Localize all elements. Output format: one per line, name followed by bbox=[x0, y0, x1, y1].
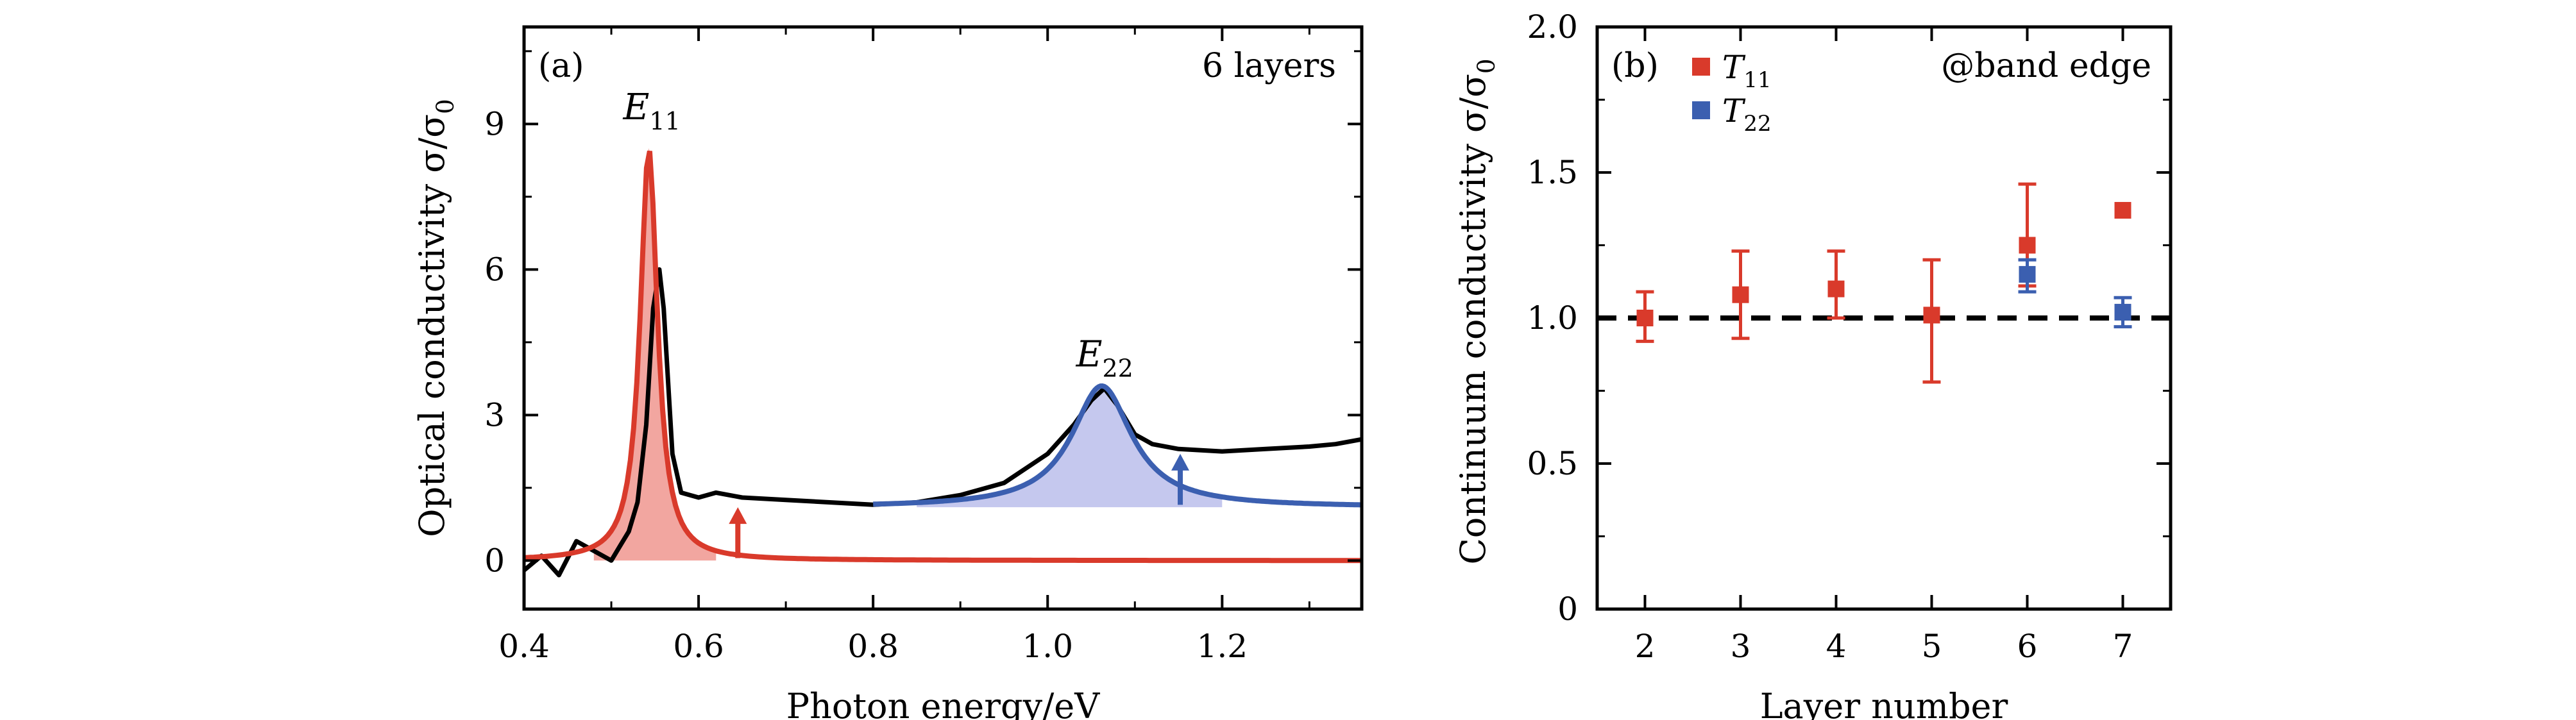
data-point-t11 bbox=[1636, 310, 1654, 326]
data-point-t11 bbox=[1732, 286, 1749, 303]
peak-label-0-base: E bbox=[623, 87, 650, 128]
e11-fit-line bbox=[523, 150, 1362, 564]
x-tick-label-b: 5 bbox=[1922, 628, 1942, 665]
x-tick-label-b: 3 bbox=[1731, 628, 1751, 665]
legend-label-1-base: T bbox=[1722, 92, 1746, 130]
legend-marker-0 bbox=[1692, 58, 1710, 76]
y-axis-title-a-base: Optical conductivity σ/σ bbox=[412, 114, 452, 537]
panel-label-b: (b) bbox=[1611, 47, 1659, 85]
y-axis-title-b-sub: 0 bbox=[1473, 59, 1500, 74]
x-tick-label-b: 7 bbox=[2113, 628, 2133, 665]
y-tick-label-a: 6 bbox=[484, 251, 505, 288]
y-tick-label-b: 2.0 bbox=[1527, 8, 1578, 46]
legend-label-1: T22 bbox=[1722, 92, 1772, 137]
y-axis-title-a-sub: 0 bbox=[432, 99, 459, 114]
peak-label-1-sub: 22 bbox=[1102, 355, 1133, 383]
e22-fit-line bbox=[873, 383, 1362, 508]
legend-label-0-base: T bbox=[1722, 49, 1746, 86]
peak-label-1-base: E bbox=[1076, 334, 1103, 376]
x-tick-label-b: 2 bbox=[1635, 628, 1656, 665]
layers-annotation: 6 layers bbox=[1202, 47, 1336, 85]
e22-fill-area bbox=[917, 385, 1223, 508]
x-tick-label-b: 4 bbox=[1826, 628, 1847, 665]
x-axis-title-b: Layer number bbox=[1760, 686, 2008, 720]
x-axis-title-a: Photon energy/eV bbox=[786, 686, 1101, 720]
panel-label-a: (a) bbox=[538, 47, 584, 85]
legend-marker-1 bbox=[1692, 101, 1710, 119]
x-tick-label-b: 6 bbox=[2017, 628, 2038, 665]
y-tick-label-b: 1.5 bbox=[1527, 154, 1578, 191]
y-tick-label-a: 9 bbox=[484, 105, 505, 142]
legend-label-0: T11 bbox=[1722, 49, 1772, 93]
arrow-head-0 bbox=[729, 507, 747, 524]
panel-b: 2 3 4 5 6 700.51.01.52.0(b) @band edgeT11T22La… bbox=[1453, 8, 2173, 720]
data-point-t11 bbox=[2114, 202, 2131, 219]
legend-label-0-sub: 11 bbox=[1743, 67, 1771, 93]
y-tick-label-a: 3 bbox=[484, 396, 505, 433]
e11-fill-area bbox=[593, 148, 716, 561]
x-tick-label-a: 0.6 bbox=[673, 628, 724, 665]
y-axis-title-a: Optical conductivity σ/σ0 bbox=[412, 99, 459, 537]
arrow-head-1 bbox=[1171, 453, 1190, 471]
peak-label-0-sub: 11 bbox=[649, 107, 680, 135]
x-tick-label-a: 0.4 bbox=[498, 628, 550, 665]
x-tick-label-a: 0.8 bbox=[847, 628, 899, 665]
y-tick-label-a: 0 bbox=[484, 542, 505, 579]
measured-spectrum-line bbox=[522, 267, 1362, 578]
data-point-t11 bbox=[2019, 237, 2036, 254]
data-point-t22 bbox=[2019, 265, 2036, 283]
y-tick-label-b: 0 bbox=[1557, 590, 1578, 628]
y-tick-label-b: 1.0 bbox=[1527, 299, 1578, 337]
data-point-t11 bbox=[1827, 280, 1845, 297]
legend-label-1-sub: 22 bbox=[1743, 111, 1771, 137]
peak-label-1: E22 bbox=[1076, 334, 1133, 383]
data-point-t11 bbox=[1923, 306, 1940, 324]
peak-label-0: E11 bbox=[623, 87, 681, 135]
y-axis-title-b-base: Continuum conductivity σ/σ bbox=[1453, 74, 1493, 564]
x-tick-label-a: 1.2 bbox=[1197, 628, 1248, 665]
y-tick-label-b: 0.5 bbox=[1527, 445, 1578, 482]
data-point-t22 bbox=[2114, 303, 2131, 321]
x-tick-label-a: 1.0 bbox=[1022, 628, 1073, 665]
y-axis-title-b: Continuum conductivity σ/σ0 bbox=[1453, 59, 1500, 565]
band-edge-annotation: @band edge bbox=[1941, 47, 2151, 85]
axes-frame-a bbox=[522, 25, 1364, 611]
